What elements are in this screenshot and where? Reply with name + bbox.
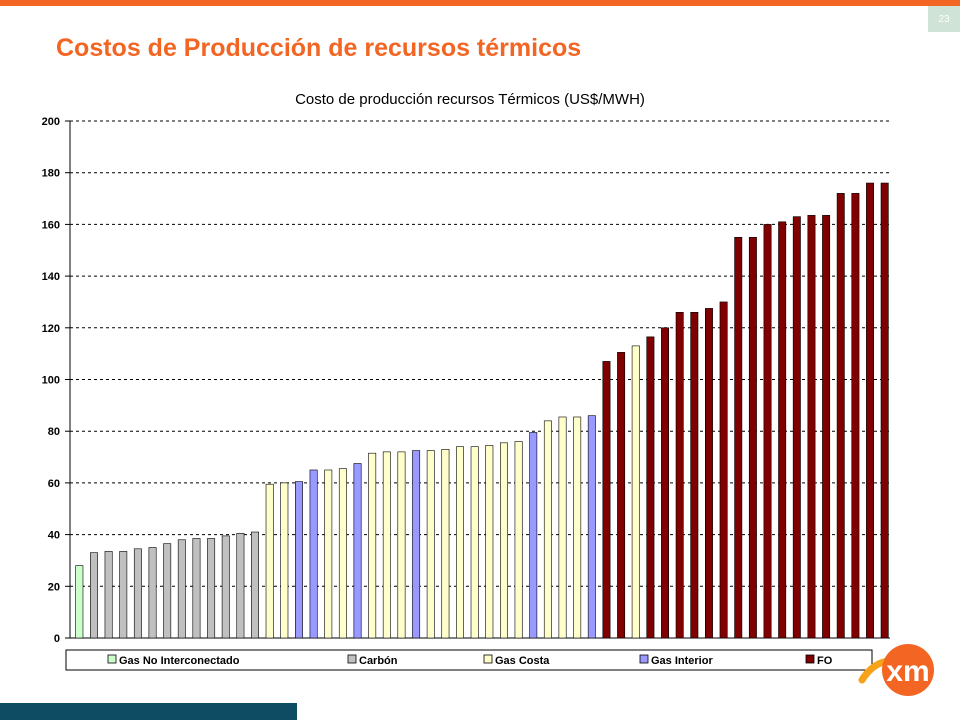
bar <box>748 237 757 639</box>
legend-swatch <box>107 654 117 664</box>
bar <box>426 450 435 639</box>
bar <box>880 182 889 639</box>
bar <box>778 221 787 639</box>
y-tick-label: 0 <box>54 633 60 645</box>
bar <box>558 416 567 639</box>
bar <box>485 445 494 639</box>
bar <box>763 224 772 639</box>
bar <box>104 551 113 639</box>
bar <box>207 538 216 639</box>
bar <box>456 446 464 639</box>
bar <box>822 215 831 639</box>
bar <box>661 327 669 639</box>
bar <box>587 415 596 639</box>
y-tick-label: 40 <box>48 530 60 542</box>
bar <box>148 547 157 639</box>
bar <box>573 416 582 639</box>
legend-label: Gas No Interconectado <box>119 655 240 667</box>
bar <box>470 446 479 639</box>
y-tick-label: 200 <box>42 116 60 128</box>
y-tick-label: 140 <box>42 271 60 283</box>
y-tick-label: 120 <box>42 323 60 335</box>
y-tick-label: 60 <box>48 478 60 490</box>
legend-label: FO <box>817 655 833 667</box>
bar <box>617 352 626 639</box>
bar <box>792 216 801 639</box>
bar <box>646 336 655 639</box>
legend-swatch <box>805 654 815 664</box>
bar <box>251 531 259 639</box>
legend-box <box>65 649 873 671</box>
y-tick-label: 180 <box>42 168 60 180</box>
bar <box>543 420 552 639</box>
legend-label: Carbón <box>359 655 398 667</box>
bar <box>397 451 406 639</box>
y-axis: 0 20 40 60 80 100 120 140 160 180 200 <box>42 116 890 645</box>
legend-label: Gas Costa <box>495 655 550 667</box>
bar <box>353 463 362 639</box>
bar <box>690 311 699 639</box>
bar <box>851 193 860 639</box>
bar <box>177 539 186 639</box>
legend-swatch <box>347 654 357 664</box>
y-tick-label: 160 <box>42 219 60 231</box>
bar <box>807 215 816 639</box>
chart-grid <box>70 120 890 587</box>
bar <box>309 469 318 639</box>
bar <box>368 452 377 639</box>
bar <box>324 469 333 639</box>
slide-title: Costos de Producción de recursos térmico… <box>56 34 582 62</box>
legend-swatch <box>483 654 493 664</box>
bar <box>280 482 289 639</box>
bar <box>602 361 611 639</box>
bar <box>719 301 728 639</box>
top-accent-bar <box>0 0 960 6</box>
bar <box>705 308 713 639</box>
bar <box>295 481 303 639</box>
bar <box>734 237 743 639</box>
bar <box>221 535 230 639</box>
bar <box>412 450 421 639</box>
bar <box>236 533 245 639</box>
bar <box>836 193 845 639</box>
bar <box>529 432 538 639</box>
bar <box>163 543 172 639</box>
bar <box>382 451 391 639</box>
chart-legend: Gas No Interconectado Carbón Gas Costa Gas … <box>65 649 873 671</box>
logo-text: xm <box>886 655 929 688</box>
y-tick-label: 20 <box>48 581 60 593</box>
bar <box>265 483 274 639</box>
legend-swatch <box>639 654 649 664</box>
y-tick-label: 100 <box>42 375 60 387</box>
bar <box>514 441 523 639</box>
bar <box>119 551 128 639</box>
page-number: 23 <box>928 6 960 32</box>
bar <box>866 182 874 639</box>
y-tick-label: 80 <box>48 426 60 438</box>
footer-bar <box>0 703 297 720</box>
legend-label: Gas Interior <box>651 655 713 667</box>
bars-group <box>75 182 889 639</box>
bar <box>675 311 684 639</box>
bar <box>75 565 84 639</box>
chart-title: Costo de producción recursos Térmicos (U… <box>295 91 645 108</box>
bar <box>90 552 98 639</box>
bar <box>631 345 640 639</box>
bar <box>133 548 142 639</box>
bar <box>441 448 450 639</box>
bar <box>500 442 508 639</box>
bar <box>338 468 347 639</box>
bar <box>192 538 201 639</box>
xm-logo-icon: xm <box>858 644 934 696</box>
